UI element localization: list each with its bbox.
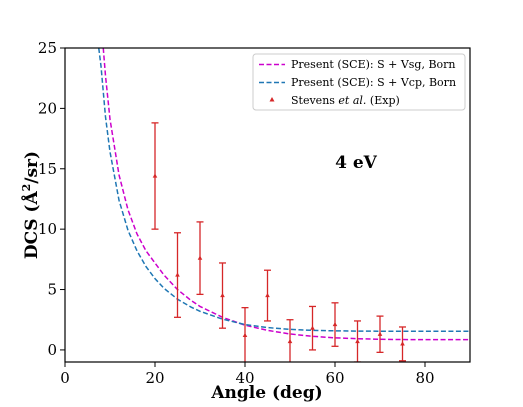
- data-point: [287, 338, 293, 344]
- data-point: [220, 292, 225, 298]
- legend-label-vsg: Present (SCE): S + Vsg, Born: [291, 58, 456, 71]
- data-point: [242, 332, 248, 338]
- data-point: [377, 331, 383, 336]
- y-axis-title-sup: 2: [20, 184, 33, 192]
- legend-label-vcp: Present (SCE): S + Vcp, Born: [291, 76, 456, 89]
- energy-annotation: 4 eV: [335, 153, 378, 173]
- data-point: [175, 272, 180, 277]
- y-tick-label: 5: [47, 281, 57, 299]
- y-axis-title-main: DCS (Å: [20, 191, 42, 260]
- data-point: [400, 341, 405, 346]
- legend: Present (SCE): S + Vsg, Born Present (SC…: [252, 53, 466, 111]
- y-tick-label: 20: [38, 99, 57, 117]
- plot-frame: [64, 47, 471, 363]
- legend-label-exp-suffix: (Exp): [366, 94, 399, 107]
- x-tick-label: 0: [60, 369, 70, 387]
- series-line-1: [98, 48, 470, 332]
- x-axis-title: Angle (deg): [210, 383, 322, 403]
- legend-label-exp: Stevens et al. (Exp): [291, 94, 400, 107]
- data-point: [197, 255, 203, 260]
- x-tick-label: 20: [145, 369, 164, 387]
- x-axis: 0 20 40 60 80: [60, 362, 435, 387]
- x-tick-label: 80: [415, 369, 434, 387]
- data-point: [355, 338, 360, 344]
- y-axis-title-tail: /sr): [22, 151, 42, 184]
- error-layer: [151, 122, 406, 362]
- data-point: [265, 292, 270, 298]
- legend-box: [252, 53, 466, 111]
- y-tick-label: 0: [47, 341, 57, 359]
- data-point: [310, 325, 315, 330]
- y-tick-label: 15: [38, 160, 57, 178]
- data-point: [332, 321, 338, 327]
- x-tick-label: 40: [235, 369, 254, 387]
- legend-label-exp-prefix: Stevens: [291, 94, 338, 107]
- y-axis: 0 5 10 15 20 25: [38, 39, 65, 359]
- y-tick-label: 25: [38, 39, 57, 57]
- data-point: [152, 173, 158, 178]
- series-line-0: [102, 48, 470, 341]
- series-layer: [98, 48, 470, 341]
- legend-marker-exp: [269, 97, 275, 102]
- legend-label-exp-italic: et al.: [338, 94, 366, 107]
- x-tick-label: 60: [325, 369, 344, 387]
- y-tick-label: 10: [38, 220, 57, 238]
- y-axis-title: DCS (Å2/sr): [20, 151, 42, 259]
